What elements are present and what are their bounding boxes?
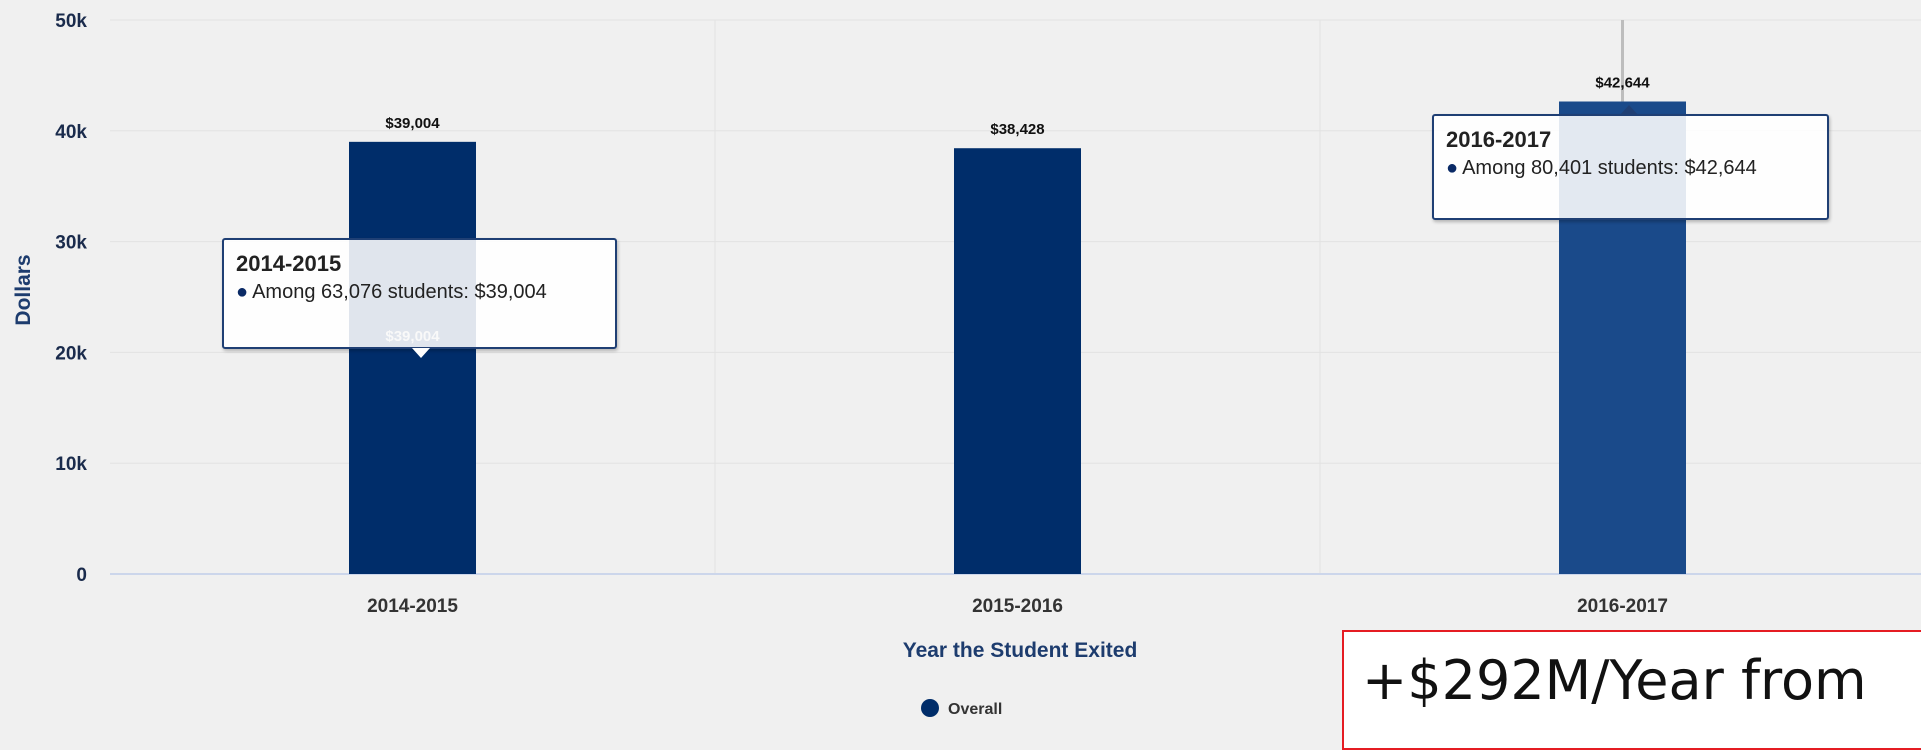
y-tick-0: 0 bbox=[76, 565, 87, 586]
legend-label-overall[interactable]: Overall bbox=[948, 701, 1002, 718]
tooltip-title: 2014-2015 bbox=[236, 251, 342, 276]
y-axis-ticks: 0 10k 20k 30k 40k 50k bbox=[55, 11, 87, 586]
bar-2015-2016[interactable] bbox=[954, 148, 1081, 574]
bar-chart: $39,004$38,428$42,644$39,004 010k20k30k4… bbox=[12, 11, 1921, 718]
x-tick-2016-2017: 2016-2017 bbox=[1577, 596, 1668, 617]
callout-box: +$292M/Year from bbox=[1342, 630, 1921, 750]
tooltip-value-line: ● Among 80,401 students: $42,644 bbox=[1446, 154, 1817, 182]
tooltip-value-line: ● Among 63,076 students: $39,004 bbox=[236, 278, 605, 306]
tooltip-pointer bbox=[1620, 105, 1638, 115]
tooltip-2016-2017: 2016-2017 ● Among 80,401 students: $42,64… bbox=[1432, 105, 1829, 220]
callout-text: +$292M/Year from bbox=[1362, 649, 1867, 712]
y-tick-40k: 40k bbox=[55, 122, 87, 143]
tooltip-2014-2015: 2014-2015 ● Among 63,076 students: $39,00… bbox=[222, 238, 617, 358]
tooltip-value: Among 63,076 students: $39,004 bbox=[252, 281, 547, 303]
y-tick-20k: 20k bbox=[55, 343, 87, 364]
tooltip-bullet-icon: ● bbox=[1446, 157, 1459, 179]
data-label-2016-2017: $42,644 bbox=[1595, 75, 1650, 92]
chart-bars bbox=[349, 101, 1686, 574]
x-axis-ticks: 2014-2015 2015-2016 2016-2017 bbox=[367, 596, 1668, 617]
y-axis-title: Dollars bbox=[12, 254, 35, 325]
tooltip-bullet-icon: ● bbox=[236, 281, 249, 303]
legend-marker[interactable] bbox=[921, 699, 939, 717]
x-axis-title: Year the Student Exited bbox=[903, 639, 1138, 662]
y-tick-10k: 10k bbox=[55, 454, 87, 475]
legend[interactable]: Overall bbox=[921, 699, 1002, 718]
tooltip-title: 2016-2017 bbox=[1446, 127, 1552, 152]
y-tick-50k: 50k bbox=[55, 11, 87, 32]
x-tick-2014-2015: 2014-2015 bbox=[367, 596, 458, 617]
y-tick-30k: 30k bbox=[55, 233, 87, 254]
data-label-2014-2015: $39,004 bbox=[385, 115, 440, 132]
tooltip-value: Among 80,401 students: $42,644 bbox=[1462, 157, 1757, 179]
tooltip-pointer bbox=[412, 348, 430, 358]
x-tick-2015-2016: 2015-2016 bbox=[972, 596, 1063, 617]
data-label-2015-2016: $38,428 bbox=[990, 121, 1044, 138]
